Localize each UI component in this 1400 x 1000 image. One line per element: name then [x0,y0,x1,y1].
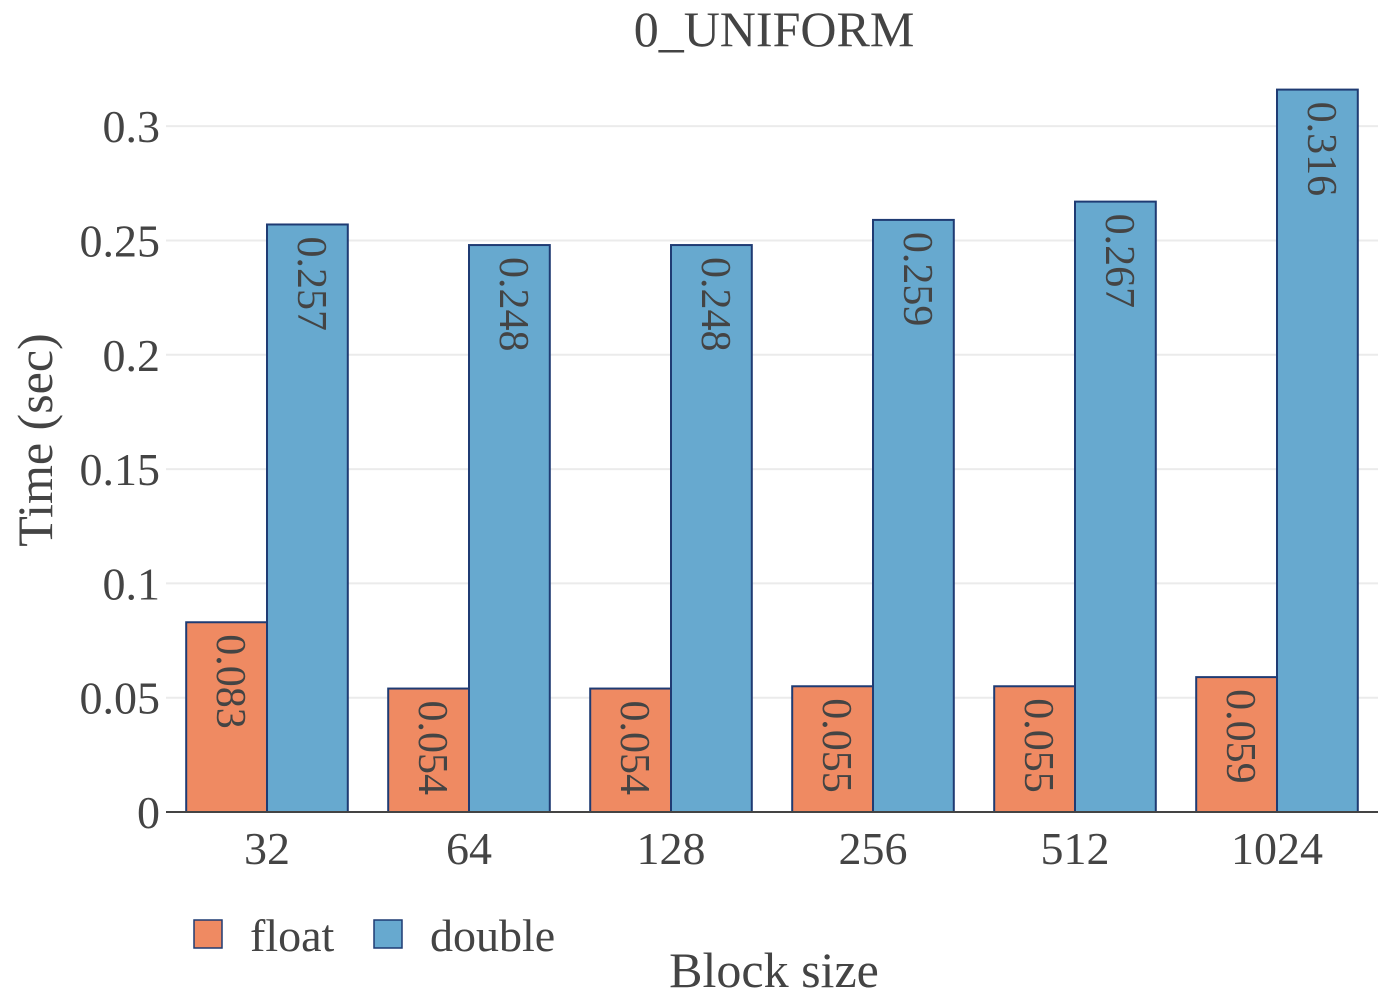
data-label-float: 0.059 [1217,689,1263,784]
data-label-float: 0.054 [611,701,657,796]
bars [185,88,1359,814]
bar-double [872,218,955,814]
data-label-double: 0.248 [692,257,738,352]
y-tick-label: 0.1 [103,558,161,609]
bar-float [1195,676,1278,814]
data-labels: 0.083 0.257 0.054 0.248 0.054 0.248 0.055 0.259… [207,102,1344,795]
y-tick-label: 0.3 [103,101,161,152]
chart-title: 0_UNIFORM [634,1,915,57]
bar-double [1074,200,1157,813]
bar-double [670,244,753,814]
x-axis-title: Block size [669,942,879,998]
x-tick-label: 512 [1041,823,1110,874]
data-label-double: 0.267 [1096,214,1142,309]
x-tick-label: 256 [839,823,908,874]
bar-float [791,685,875,814]
y-tick-labels: 0 0.05 0.1 0.15 0.2 0.25 0.3 [80,101,161,838]
x-tick-label: 128 [637,823,706,874]
data-label-float: 0.055 [1015,698,1061,793]
legend-label-float: float [250,910,335,961]
x-tick-label: 32 [244,823,290,874]
y-axis-title: Time (sec) [7,333,63,546]
legend: float double [193,910,555,961]
data-label-float: 0.055 [813,698,859,793]
y-tick-label: 0.15 [80,444,161,495]
y-tick-label: 0 [137,787,160,838]
data-label-double: 0.248 [490,257,536,352]
bar-double [266,223,349,814]
bar-double [468,244,551,814]
legend-swatch-float [193,919,223,949]
data-label-double: 0.316 [1298,102,1344,197]
legend-label-double: double [430,910,555,961]
bar-double [1276,88,1359,813]
y-tick-label: 0.05 [80,673,161,724]
data-label-double: 0.257 [288,236,334,331]
bar-float [589,687,673,814]
data-label-double: 0.259 [894,232,940,327]
y-tick-label: 0.2 [103,330,161,381]
data-label-float: 0.054 [409,701,455,796]
data-label-float: 0.083 [207,634,253,729]
gridlines [166,125,1378,699]
x-tick-label: 64 [446,823,492,874]
x-tick-label: 1024 [1231,823,1323,874]
legend-swatch-double [373,919,403,949]
y-tick-label: 0.25 [80,215,161,266]
x-tick-labels: 32 64 128 256 512 1024 [244,823,1323,874]
